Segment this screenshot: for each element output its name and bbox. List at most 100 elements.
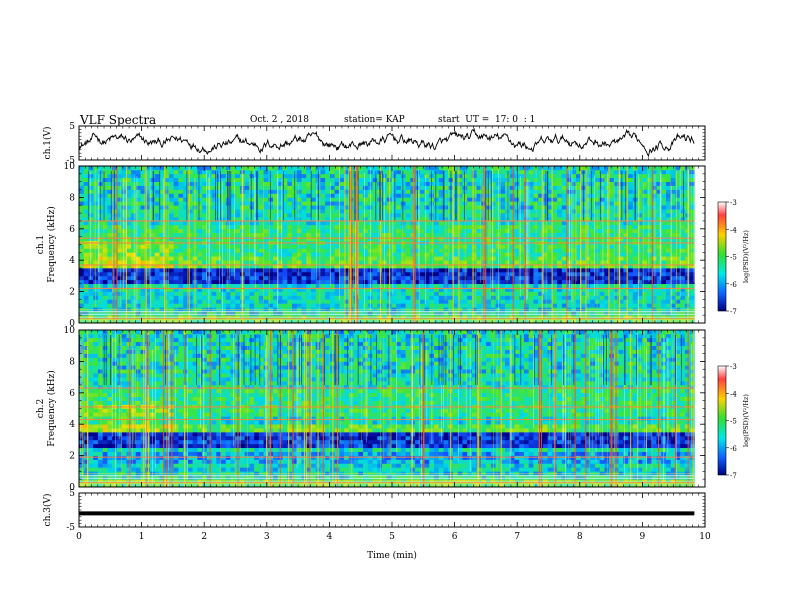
spectrogram-cell bbox=[168, 287, 174, 292]
spectrogram-cell bbox=[424, 197, 430, 202]
spectrogram-cell bbox=[547, 193, 553, 198]
spectrogram-cell bbox=[594, 185, 600, 190]
spectrogram-cell bbox=[613, 264, 619, 269]
spectrogram-cell bbox=[613, 271, 619, 277]
spectrogram-cell bbox=[457, 224, 463, 230]
spectrogram-cell bbox=[216, 232, 222, 237]
spectrogram-cell bbox=[656, 264, 662, 269]
spectrogram-cell bbox=[93, 283, 99, 288]
spectrogram-cell bbox=[675, 260, 681, 265]
spectrogram-cell bbox=[168, 248, 174, 253]
spectrogram-cell bbox=[452, 295, 458, 300]
spectrogram-cell bbox=[604, 193, 610, 198]
spectrogram-cell bbox=[150, 264, 156, 269]
spectrogram-cell bbox=[486, 256, 492, 261]
spectrogram-cell bbox=[505, 252, 511, 257]
spectrogram-cell bbox=[542, 224, 548, 230]
spectrogram-cell bbox=[637, 307, 643, 312]
spectrogram-cell bbox=[476, 228, 482, 234]
spectrogram-cell bbox=[618, 201, 624, 206]
spectrogram-cell bbox=[306, 177, 312, 182]
spectrogram-cell bbox=[315, 307, 321, 312]
spectrogram-cell bbox=[192, 185, 198, 190]
spectrogram-cell bbox=[566, 291, 572, 296]
spectrogram-cell bbox=[557, 268, 563, 273]
spectrogram-cell bbox=[358, 271, 364, 277]
spectrogram-cell bbox=[651, 291, 657, 296]
spectrogram-cell bbox=[358, 275, 364, 281]
spectrogram-cell bbox=[628, 197, 634, 202]
spectrogram-cell bbox=[211, 224, 217, 230]
spectrogram-cell bbox=[434, 268, 440, 273]
spectrogram-cell bbox=[249, 275, 255, 281]
spectrogram-cell bbox=[528, 189, 534, 194]
spectrogram-cell bbox=[486, 303, 492, 308]
spectrogram-cell bbox=[429, 299, 435, 304]
spectrogram-cell bbox=[254, 307, 260, 312]
spectrogram-cell bbox=[500, 189, 506, 194]
spectrogram-cell bbox=[557, 213, 563, 218]
spectrogram-cell bbox=[277, 189, 283, 194]
spectrogram-cell bbox=[476, 220, 482, 226]
spectrogram-cell bbox=[680, 268, 686, 273]
spectrogram-cell bbox=[334, 295, 340, 300]
spectrogram-cell bbox=[571, 209, 577, 214]
spectrogram-cell bbox=[684, 185, 690, 190]
spectrogram-cell bbox=[538, 271, 544, 277]
spectrogram-cell bbox=[500, 295, 506, 300]
spectrogram-cell bbox=[542, 193, 548, 198]
spectrogram-cell bbox=[131, 303, 137, 308]
spectrogram-cell bbox=[613, 193, 619, 198]
spectrogram-cell bbox=[576, 232, 582, 237]
spectrogram-cell bbox=[159, 201, 165, 206]
spectrogram-cell bbox=[126, 260, 132, 265]
spectrogram-cell bbox=[438, 224, 444, 230]
spectrogram-cell bbox=[675, 205, 681, 210]
spectrogram-cell bbox=[93, 295, 99, 300]
spectrogram-cell bbox=[590, 315, 596, 320]
spectrogram-cell bbox=[637, 197, 643, 202]
spectrogram-cell bbox=[112, 299, 118, 304]
spectrogram-cell bbox=[292, 275, 298, 281]
spectrogram-cell bbox=[221, 279, 227, 285]
spectrogram-cell bbox=[647, 232, 653, 237]
spectrogram-cell bbox=[680, 205, 686, 210]
spectrogram-cell bbox=[126, 307, 132, 312]
spectrogram-cell bbox=[192, 268, 198, 273]
spectrogram-cell bbox=[268, 307, 274, 312]
spectrogram-cell bbox=[372, 197, 378, 202]
spectrogram-cell bbox=[88, 303, 94, 308]
spectrogram-cell bbox=[680, 197, 686, 202]
spectrogram-cell bbox=[197, 307, 203, 312]
spectrogram-cell bbox=[618, 220, 624, 226]
spectrogram-cell bbox=[102, 193, 108, 198]
spectrogram-cell bbox=[183, 248, 189, 253]
spectrogram-cell bbox=[467, 228, 473, 234]
spectrogram-cell bbox=[419, 264, 425, 269]
spectrogram-cell bbox=[296, 299, 302, 304]
spectrogram-cell bbox=[150, 197, 156, 202]
spectrogram-cell bbox=[684, 283, 690, 288]
spectrogram-cell bbox=[391, 177, 397, 182]
spectrogram-cell bbox=[689, 244, 695, 249]
spectrogram-cell bbox=[434, 264, 440, 269]
spectrogram-cell bbox=[135, 181, 141, 186]
spectrogram-cell bbox=[599, 271, 605, 277]
spectrogram-cell bbox=[557, 279, 563, 285]
spectrogram-cell bbox=[197, 232, 203, 237]
spectrogram-cell bbox=[197, 299, 203, 304]
spectrogram-cell bbox=[344, 228, 350, 234]
spectrogram-cell bbox=[344, 248, 350, 253]
spectrogram-cell bbox=[334, 303, 340, 308]
ch1-waveform-line bbox=[78, 127, 695, 158]
spectrogram-cell bbox=[647, 197, 653, 202]
spectrogram-cell bbox=[552, 193, 558, 198]
spectrogram-cell bbox=[585, 307, 591, 312]
spectrogram-cell bbox=[135, 268, 141, 273]
spectrogram-cell bbox=[282, 315, 288, 320]
spectrogram-cell bbox=[656, 256, 662, 261]
spectrogram-cell bbox=[178, 209, 184, 214]
spectrogram-cell bbox=[604, 197, 610, 202]
spectrogram-cell bbox=[310, 275, 316, 281]
spectrogram-cell bbox=[377, 228, 383, 234]
